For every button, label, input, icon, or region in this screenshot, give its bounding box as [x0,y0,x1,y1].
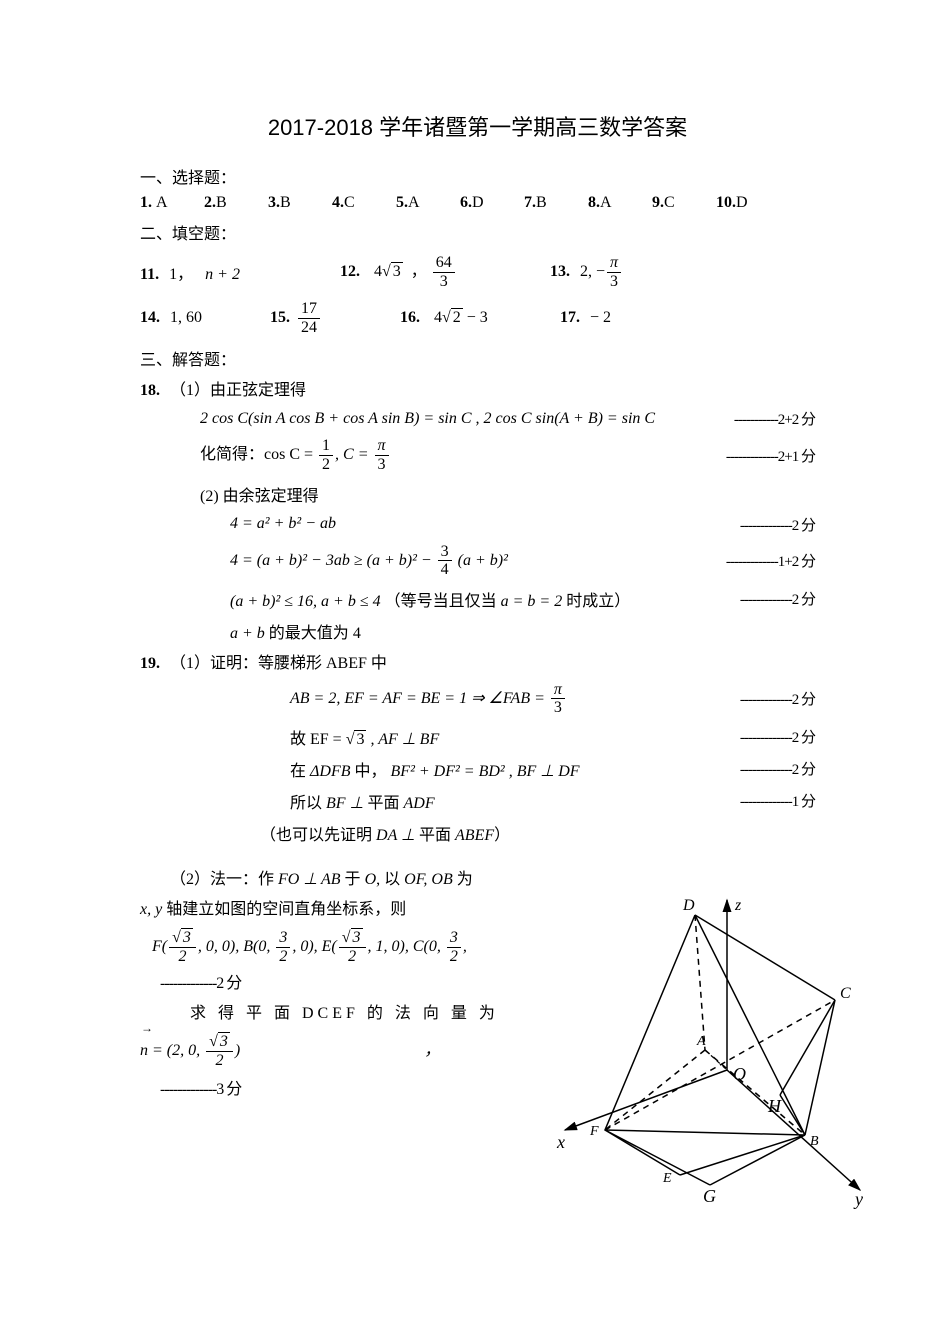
p18-step6: a + b 的最大值为 4 [230,619,815,643]
fill-row-1: 11. 1， n + 2 12. 43 ， 643 13. 2, −π3 [140,254,815,290]
p19-step2: 故 EF = 3 , AF ⊥ BF -------------2 分 [290,725,815,749]
p18-step4: 4 = (a + b)² − 3ab ≥ (a + b)² − 34 (a + … [230,543,815,579]
diagram-label-G: G [703,1186,716,1206]
diagram-label-A: A [696,1034,706,1049]
p19-step1: AB = 2, EF = AF = BE = 1 ⇒ ∠FAB = π3 ---… [290,681,815,717]
p18-part2-head: (2) 由余弦定理得 [200,482,815,506]
problem-19-head: 19. （1）证明：等腰梯形 ABEF 中 [140,649,815,673]
fill-row-2: 14. 1, 60 15.1724 16. 42 − 3 17. − 2 [140,300,815,336]
geometry-diagram: D z C A O H x F B E G y [535,880,885,1220]
section-mc-head: 一、选择题： [140,164,815,188]
mc-answers-row: 1. A 2.B 3.B 4.C 5.A 6.D 7.B 8.A 9.C 10.… [140,194,815,212]
diagram-label-H: H [767,1096,782,1116]
p19-step4: 所以 BF ⊥ 平面 ADF -------------1 分 [290,789,815,813]
p19-m2-pts1: -------------2 分 [160,969,540,993]
p19-m2-l4: 求 得 平 面 DCEF 的 法 向 量 为 [190,999,540,1023]
p19-method2-head: （2）法一：作 FO ⊥ AB 于 O, 以 OF, OB 为 [170,865,540,889]
diagram-label-E: E [662,1171,672,1186]
section-fill-head: 二、填空题： [140,220,815,244]
diagram-label-y: y [853,1189,863,1209]
page-title: 2017-2018 学年诸暨第一学期高三数学答案 [140,110,815,142]
p19-m2-pts2: -------------3 分 [160,1075,540,1099]
p19-m2-coords: F(32, 0, 0), B(0, 32, 0), E(32, 1, 0), C… [152,929,540,965]
diagram-label-z: z [734,897,742,914]
diagram-label-x: x [556,1132,565,1152]
diagram-label-F: F [589,1124,599,1139]
diagram-label-B: B [810,1134,819,1149]
p18-step2: 化简得：cos C = 12, C = π3 -------------2+1 … [200,437,815,473]
diagram-label-C: C [840,985,851,1002]
p18-step5: (a + b)² ≤ 16, a + b ≤ 4 （等号当且仅当 a = b =… [230,587,815,611]
section-solution-head: 三、解答题： [140,346,815,370]
diagram-label-D: D [682,897,695,914]
p19-m2-vec: n = (2, 0, 32) ， [140,1033,540,1069]
p18-step1: 2 cos C(sin A cos B + cos A sin B) = sin… [200,408,815,429]
diagram-label-O: O [733,1064,746,1084]
p19-m2-l2: x, y 轴建立如图的空间直角坐标系，则 [140,895,540,919]
problem-18-head: 18. （1）由正弦定理得 [140,376,815,400]
p18-step3: 4 = a² + b² − ab -------------2 分 [230,514,815,535]
p19-step3: 在 ΔDFB 中， BF² + DF² = BD² , BF ⊥ DF ----… [290,757,815,781]
p19-step5: （也可以先证明 DA ⊥ 平面 ABEF） [260,821,815,845]
